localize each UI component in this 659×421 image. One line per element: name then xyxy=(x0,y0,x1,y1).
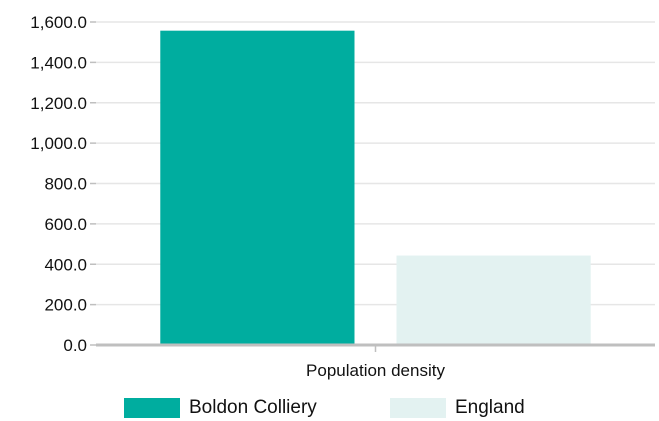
x-category-label: Population density xyxy=(306,361,445,380)
x-axis-ticks: Population density xyxy=(306,345,445,380)
y-tick-label: 1,000.0 xyxy=(30,134,87,153)
y-tick-label: 800.0 xyxy=(44,175,87,194)
y-tick-label: 600.0 xyxy=(44,215,87,234)
y-tick-label: 200.0 xyxy=(44,296,87,315)
y-tick-label: 1,400.0 xyxy=(30,53,87,72)
bar-chart: 0.0 200.0 400.0 600.0 800.0 1,000.0 1,200.0 1,4… xyxy=(30,13,655,380)
legend-item-boldon-colliery: Boldon Colliery xyxy=(124,395,317,421)
y-tick-label: 400.0 xyxy=(44,255,87,274)
y-tick-label: 1,200.0 xyxy=(30,94,87,113)
legend-label-boldon-colliery: Boldon Colliery xyxy=(189,397,317,418)
legend: Boldon Colliery England xyxy=(0,395,659,421)
bars xyxy=(160,30,591,345)
bar-boldon-colliery xyxy=(160,30,355,345)
y-tick-label: 1,600.0 xyxy=(30,13,87,32)
legend-item-england: England xyxy=(390,395,525,421)
legend-swatch-england xyxy=(390,398,446,418)
legend-swatch-boldon-colliery xyxy=(124,398,180,418)
y-tick-label: 0.0 xyxy=(63,336,87,355)
bar-england xyxy=(396,255,591,345)
legend-label-england: England xyxy=(455,397,525,418)
y-axis-ticks: 0.0 200.0 400.0 600.0 800.0 1,000.0 1,200.0 1,4… xyxy=(30,13,96,355)
